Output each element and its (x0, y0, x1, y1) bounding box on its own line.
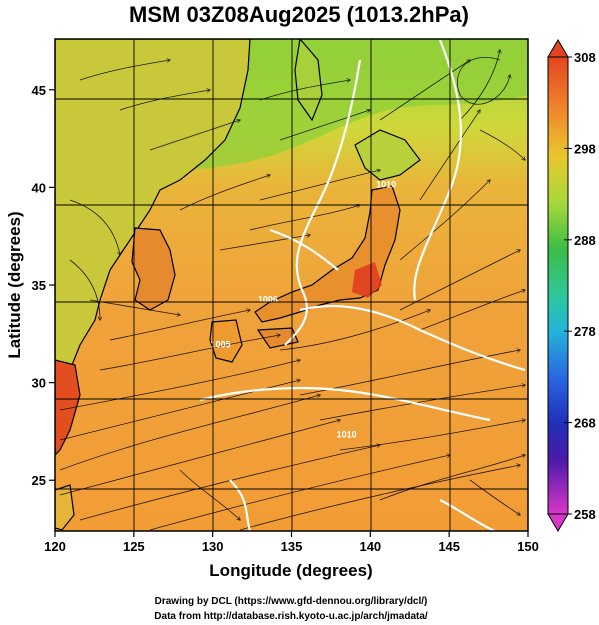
colorbar-top-triangle (547, 39, 569, 58)
y-tick-label: 40 (32, 180, 46, 195)
contour-labels: 1010 1006 1005 1010 (211, 179, 397, 439)
x-tick-label: 150 (517, 539, 539, 554)
colorbar-tick-label: 278 (574, 324, 596, 339)
sakhalin (294, 39, 323, 122)
contour-label: 1010 (376, 179, 396, 189)
x-tick-label: 120 (44, 539, 66, 554)
contour-label: 1006 (258, 295, 278, 305)
y-tick-label: 25 (32, 473, 46, 488)
map-plot-area: 1010 1006 1005 1010 (55, 39, 528, 531)
taiwan (55, 484, 75, 531)
y-tick-label: 35 (32, 278, 46, 293)
contour-label: 1010 (337, 429, 357, 439)
x-axis-label: Longitude (degrees) (209, 561, 372, 580)
streamlines (59, 50, 525, 531)
map-title: MSM 03Z08Aug2025 (1013.2hPa) (129, 2, 469, 27)
contour-label: 1005 (211, 339, 231, 349)
x-tick-label: 135 (281, 539, 303, 554)
colorbar-tick-label: 288 (574, 233, 596, 248)
x-axis-ticks: 120 125 130 135 140 145 150 (44, 531, 539, 554)
colorbar-ticks: 308 298 288 278 268 258 (564, 50, 596, 522)
x-tick-label: 140 (359, 539, 381, 554)
korean-peninsula (131, 227, 176, 311)
x-tick-label: 130 (202, 539, 224, 554)
footer-credit-data: Data from http://database.rish.kyoto-u.a… (154, 611, 428, 622)
y-axis-ticks: 25 30 35 40 45 (32, 83, 55, 488)
colorbar: 308 298 288 278 268 258 (547, 39, 596, 532)
x-tick-label: 145 (438, 539, 460, 554)
gridlines (55, 39, 528, 531)
colorbar-tick-label: 308 (574, 50, 596, 65)
colorbar-tick-label: 268 (574, 416, 596, 431)
footer-credit-dcl: Drawing by DCL (https://www.gfd-dennou.o… (155, 596, 428, 607)
fujian-coast (55, 359, 81, 456)
y-tick-label: 30 (32, 376, 46, 391)
colorbar-tick-label: 258 (574, 507, 596, 522)
x-tick-label: 125 (123, 539, 145, 554)
kyushu (209, 319, 243, 363)
colorbar-tick-label: 298 (574, 141, 596, 156)
kanto-hot-spot (352, 262, 382, 298)
y-tick-label: 45 (32, 83, 46, 98)
y-axis-label: Latitude (degrees) (5, 211, 24, 358)
colorbar-bottom-triangle (547, 513, 569, 532)
colorbar-gradient (547, 56, 569, 515)
